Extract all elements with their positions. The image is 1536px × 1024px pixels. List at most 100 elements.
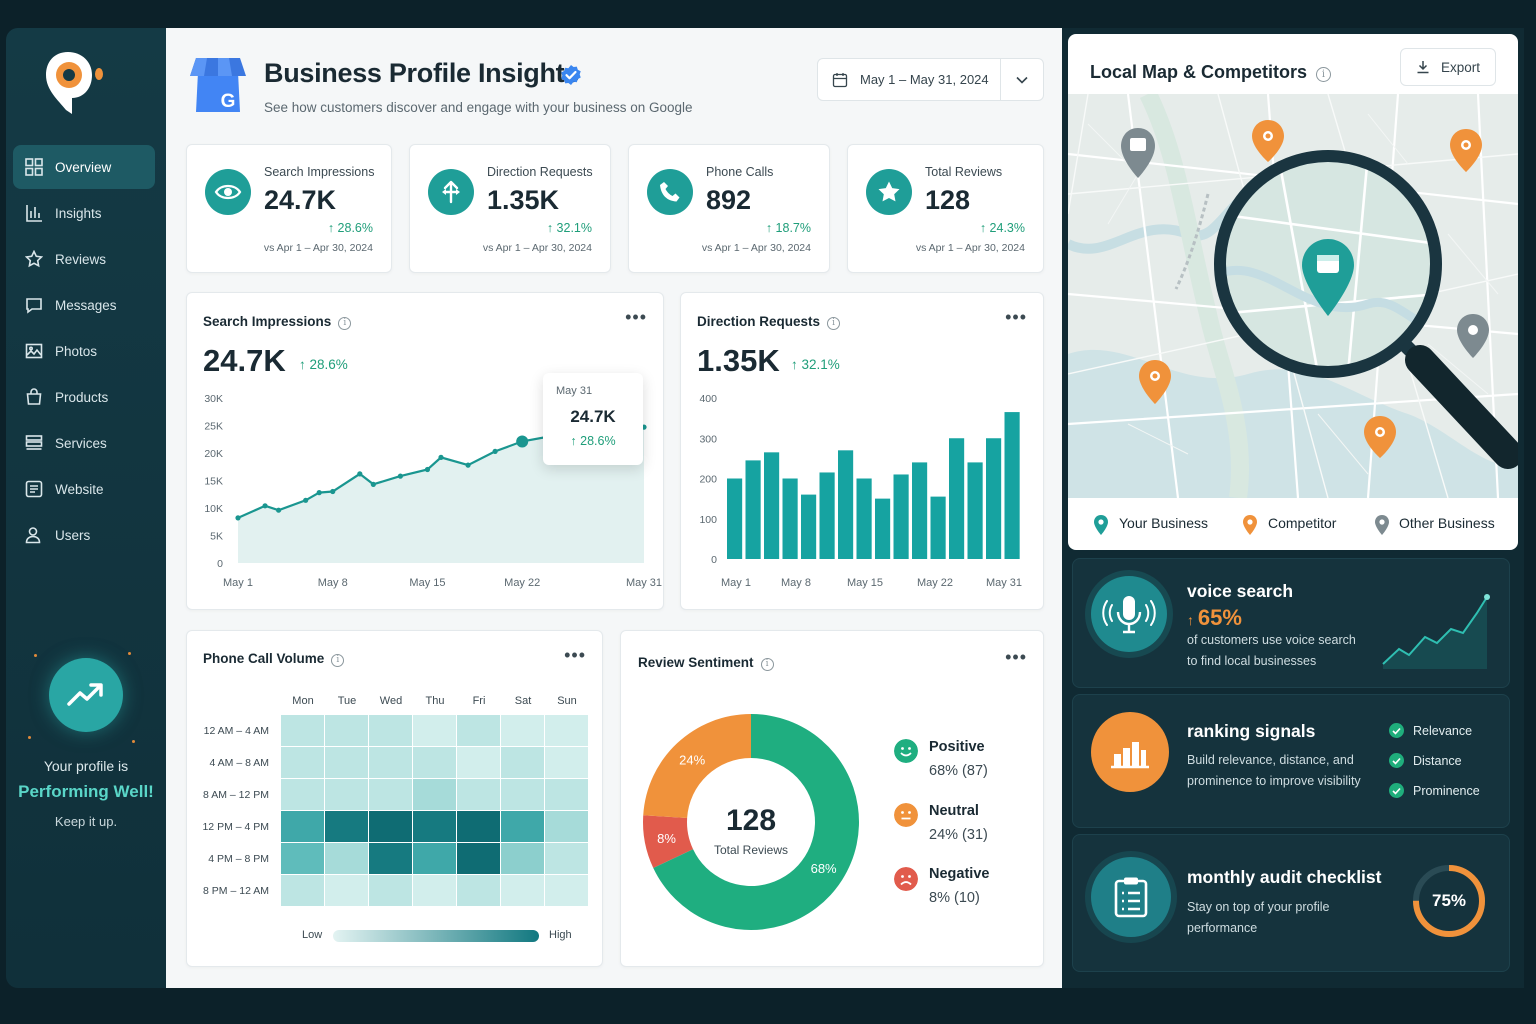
star-icon <box>25 250 43 268</box>
heatmap-cell[interactable] <box>457 811 500 842</box>
more-options-icon[interactable]: ••• <box>1005 647 1027 667</box>
your-business-pin[interactable] <box>1302 239 1354 316</box>
bar <box>967 462 983 559</box>
app-logo[interactable] <box>44 48 106 114</box>
heatmap-cell[interactable] <box>413 747 456 778</box>
sidebar-item-services[interactable]: Services <box>13 421 155 465</box>
heatmap-cell[interactable] <box>369 843 412 874</box>
heatmap-cell[interactable] <box>501 875 544 906</box>
heatmap-cell[interactable] <box>325 715 368 746</box>
heatmap-cell[interactable] <box>369 715 412 746</box>
heatmap-cell[interactable] <box>501 715 544 746</box>
audit-text: Stay on top of your profile performance <box>1187 897 1329 939</box>
heatmap-cell[interactable] <box>369 779 412 810</box>
heatmap-cell[interactable] <box>545 875 588 906</box>
map-pin-icon <box>1243 515 1257 535</box>
data-point <box>330 488 336 495</box>
heatmap-cell[interactable] <box>501 747 544 778</box>
heatmap-cell[interactable] <box>457 779 500 810</box>
heatmap-cell[interactable] <box>457 747 500 778</box>
kpi-card-phone-calls[interactable]: Phone Calls 892 ↑ 18.7% vs Apr 1 – Apr 3… <box>628 144 830 273</box>
y-tick-label: 200 <box>699 474 717 486</box>
heatmap-cell[interactable] <box>457 843 500 874</box>
heatmap-cell[interactable] <box>457 875 500 906</box>
sentiment-label: Negative <box>929 866 990 882</box>
more-options-icon[interactable]: ••• <box>625 307 647 327</box>
info-icon[interactable]: i <box>338 317 352 330</box>
heatmap-cell[interactable] <box>457 715 500 746</box>
sidebar-item-photos[interactable]: Photos <box>13 329 155 373</box>
voice-search-text: of customers use voice search to find loc… <box>1187 630 1356 672</box>
heatmap-day-label: Tue <box>337 695 357 707</box>
monthly-audit-card[interactable]: monthly audit checklist Stay on top of y… <box>1072 834 1510 972</box>
heatmap-cell[interactable] <box>545 715 588 746</box>
y-tick-label: 10K <box>204 503 223 515</box>
kpi-card-search-impressions[interactable]: Search Impressions 24.7K ↑ 28.6% vs Apr … <box>186 144 392 273</box>
heatmap-cell[interactable] <box>545 843 588 874</box>
phone-call-volume-card: Phone Call Volume i ••• Mon Tue Wed Thu Fri Sa… <box>186 630 603 967</box>
search-impressions-chart-card: Search Impressions i ••• 24.7K ↑ 28.6% 0 5… <box>186 292 664 610</box>
ranking-signals-card[interactable]: ranking signals Build relevance, distanc… <box>1072 694 1510 828</box>
heatmap-cell[interactable] <box>325 779 368 810</box>
star-icon <box>866 169 912 215</box>
heatmap-cell[interactable] <box>501 779 544 810</box>
heatmap-day-label: Sun <box>557 695 577 707</box>
heatmap-cell[interactable] <box>325 811 368 842</box>
heatmap-cell[interactable] <box>325 875 368 906</box>
heatmap-cell[interactable] <box>501 843 544 874</box>
data-point <box>397 473 403 479</box>
heatmap-cell[interactable] <box>281 747 324 778</box>
data-point <box>438 454 444 460</box>
heatmap-cell[interactable] <box>413 875 456 906</box>
bag-icon <box>26 388 42 405</box>
kpi-card-total-reviews[interactable]: Total Reviews 128 ↑ 24.3% vs Apr 1 – Apr… <box>847 144 1044 273</box>
info-icon[interactable]: i <box>1316 67 1332 82</box>
sidebar-item-messages[interactable]: Messages <box>13 283 155 327</box>
heatmap-cell[interactable] <box>281 779 324 810</box>
more-options-icon[interactable]: ••• <box>1005 307 1027 327</box>
kpi-value: 24.7K <box>264 185 337 215</box>
export-button[interactable]: Export <box>1400 48 1496 86</box>
map-view[interactable] <box>1068 94 1518 498</box>
heatmap-cell[interactable] <box>281 843 324 874</box>
sidebar-item-website[interactable]: Website <box>13 467 155 511</box>
page-title: Business Profile Insights <box>264 58 580 88</box>
heatmap-cell[interactable] <box>369 811 412 842</box>
heatmap-cell[interactable] <box>413 715 456 746</box>
voice-search-card[interactable]: voice search ↑ 65% of customers use voic… <box>1072 558 1510 688</box>
heatmap-cell[interactable] <box>545 811 588 842</box>
heatmap-cell[interactable] <box>413 843 456 874</box>
bar <box>727 478 743 559</box>
heatmap-cell[interactable] <box>501 811 544 842</box>
heatmap-cell[interactable] <box>281 811 324 842</box>
heatmap-cell[interactable] <box>281 715 324 746</box>
heatmap-cell[interactable] <box>281 875 324 906</box>
info-icon[interactable]: i <box>760 658 774 671</box>
sidebar-item-products[interactable]: Products <box>13 375 155 419</box>
heatmap-cell[interactable] <box>545 747 588 778</box>
heatmap-cell[interactable] <box>369 747 412 778</box>
kpi-change: ↑ 24.3% <box>979 221 1025 235</box>
sidebar-item-overview[interactable]: Overview <box>13 145 155 189</box>
heatmap-cell[interactable] <box>369 875 412 906</box>
chart-title: Direction Requests i <box>697 314 841 330</box>
x-tick-label: May 15 <box>847 577 883 589</box>
heatmap-cell[interactable] <box>545 779 588 810</box>
bar <box>949 438 965 559</box>
chart-change-value: 28.6% <box>309 357 348 372</box>
sidebar-item-insights[interactable]: Insights <box>13 191 155 235</box>
sidebar-item-users[interactable]: Users <box>13 513 155 557</box>
date-range-picker[interactable]: May 1 – May 31, 2024 <box>817 58 1044 101</box>
info-icon[interactable]: i <box>827 317 841 330</box>
info-icon[interactable]: i <box>331 654 345 667</box>
chevron-down-icon[interactable] <box>1001 71 1043 89</box>
kpi-change-value: 32.1% <box>556 221 592 235</box>
sidebar-item-reviews[interactable]: Reviews <box>13 237 155 281</box>
heatmap-cell[interactable] <box>325 843 368 874</box>
heatmap-cell[interactable] <box>413 811 456 842</box>
more-options-icon[interactable]: ••• <box>564 645 586 665</box>
directions-icon <box>428 169 474 215</box>
heatmap-cell[interactable] <box>325 747 368 778</box>
heatmap-cell[interactable] <box>413 779 456 810</box>
kpi-card-direction-requests[interactable]: Direction Requests 1.35K ↑ 32.1% vs Apr … <box>409 144 611 273</box>
